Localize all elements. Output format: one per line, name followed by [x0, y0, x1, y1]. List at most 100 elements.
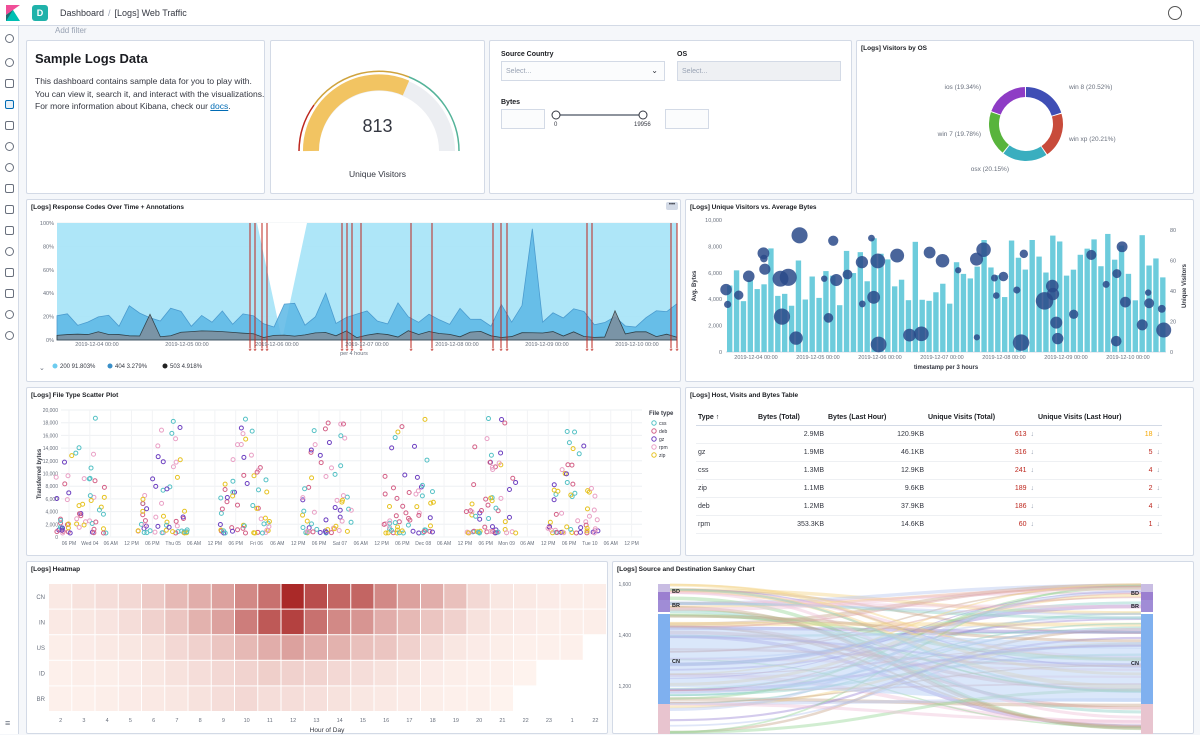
- column-header[interactable]: Type ↑: [696, 410, 756, 426]
- breadcrumb-dashboard[interactable]: Dashboard: [60, 7, 105, 18]
- heat-cell: [211, 686, 234, 711]
- scatter-point: [88, 465, 94, 471]
- bar: [1139, 235, 1145, 352]
- scatter-point: [177, 457, 183, 463]
- panel-title: [Logs] Response Codes Over Time + Annota…: [31, 204, 184, 211]
- filter-bar[interactable]: Add filter: [19, 26, 1200, 38]
- heat-cell: [583, 584, 606, 609]
- panel-options-icon[interactable]: •••: [666, 202, 678, 210]
- scatter-point: [159, 500, 165, 506]
- annotation-marker: *: [350, 347, 353, 356]
- recent-icon[interactable]: [5, 34, 14, 43]
- x-tick-label: 15: [360, 718, 366, 724]
- heat-cell: [118, 609, 141, 635]
- sankey-link: [669, 602, 1142, 616]
- heat-cell: [258, 660, 281, 686]
- scatter-point: [100, 526, 106, 532]
- scatter-point: [476, 530, 482, 536]
- apm-icon[interactable]: [5, 226, 14, 235]
- monitoring-icon[interactable]: [5, 310, 14, 319]
- bytes-range-slider[interactable]: [550, 104, 660, 134]
- scatter-point: [323, 517, 329, 523]
- y-tick-label: 12,000: [43, 459, 59, 465]
- bytes-min-input[interactable]: [501, 109, 545, 129]
- management-icon[interactable]: [5, 331, 14, 340]
- visitors-by-os-panel: [Logs] Visitors by OS win 8 (20.52%) win …: [856, 40, 1194, 194]
- os-select[interactable]: Select...: [677, 61, 841, 81]
- scatter-point: [238, 425, 244, 431]
- scatter-point: [577, 529, 583, 535]
- x-tick-label: 2019-12-09 00:00: [1044, 355, 1087, 361]
- heat-cell: [49, 584, 72, 609]
- heat-cell: [444, 584, 467, 609]
- scatter-point: [81, 476, 87, 482]
- legend-marker: [651, 420, 657, 426]
- scatter-point: [414, 474, 420, 480]
- source-country-select[interactable]: Select... ⌄: [501, 61, 665, 81]
- scatter-point: [570, 446, 576, 452]
- scatter-point: [382, 491, 388, 497]
- siem-icon[interactable]: [5, 268, 14, 277]
- docs-link[interactable]: docs: [210, 101, 229, 111]
- heat-cell: [118, 584, 141, 609]
- add-filter-link[interactable]: Add filter: [55, 26, 87, 35]
- x-tick-label: 06 PM: [562, 541, 576, 547]
- uptime-icon[interactable]: [5, 247, 14, 256]
- bar: [864, 281, 870, 352]
- heat-cell: [490, 635, 513, 660]
- scatter-point: [559, 467, 565, 473]
- devtools-icon[interactable]: [5, 289, 14, 298]
- heat-cell: [467, 584, 490, 609]
- discover-icon[interactable]: [5, 58, 14, 67]
- collapse-nav-icon[interactable]: ≡: [5, 718, 11, 728]
- space-avatar[interactable]: D: [32, 4, 48, 21]
- column-header[interactable]: Unique Visits (Last Hour): [1036, 410, 1162, 426]
- heat-cell: [118, 660, 141, 686]
- heat-cell: [304, 584, 327, 609]
- x-tick-label: 22: [592, 718, 598, 724]
- scatter-point: [469, 501, 475, 507]
- scatter-point: [586, 513, 592, 519]
- bar: [802, 299, 808, 352]
- x-tick-label: Dec 08: [415, 541, 431, 547]
- scatter-point: [421, 529, 427, 535]
- scatter-point: [584, 506, 590, 512]
- bytes-max-input[interactable]: [665, 109, 709, 129]
- maps-icon[interactable]: [5, 142, 14, 151]
- scatter-point: [490, 466, 496, 472]
- column-header[interactable]: Unique Visits (Total): [926, 410, 1036, 426]
- scatter-point: [317, 452, 323, 458]
- pie-slice: [991, 87, 1026, 115]
- x-tick-label: 4: [106, 718, 109, 724]
- y-axis-label-right: Unique Visitors: [1182, 263, 1188, 308]
- column-header[interactable]: Bytes (Total): [756, 410, 826, 426]
- help-icon[interactable]: [1168, 6, 1182, 20]
- scatter-point: [224, 499, 230, 505]
- column-header[interactable]: Bytes (Last Hour): [826, 410, 926, 426]
- bubble: [1110, 335, 1122, 347]
- infra-icon[interactable]: [5, 184, 14, 193]
- logs-icon[interactable]: [5, 205, 14, 214]
- x-tick-label: 2019-12-07 00:00: [345, 342, 388, 348]
- scatter-point: [496, 460, 502, 466]
- bubble: [868, 234, 875, 242]
- scatter-point: [406, 515, 412, 521]
- scatter-point: [388, 527, 394, 533]
- ml-icon[interactable]: [5, 163, 14, 172]
- scatter-point: [402, 472, 408, 478]
- bar: [1022, 269, 1028, 352]
- heat-cell: [118, 635, 141, 660]
- scatter-point: [229, 528, 235, 534]
- y-tick-label: 100%: [40, 221, 54, 227]
- annotation-marker: *: [675, 347, 678, 356]
- visualize-icon[interactable]: [5, 79, 14, 88]
- scatter-point: [415, 488, 421, 494]
- bubble: [990, 274, 998, 282]
- table-cell: css: [696, 461, 756, 480]
- table-cell: rpm: [696, 515, 756, 534]
- heat-cell: [421, 609, 444, 635]
- dashboard-icon[interactable]: [5, 100, 14, 109]
- canvas-icon[interactable]: [5, 121, 14, 130]
- scatter-point: [419, 482, 425, 488]
- kibana-logo-icon[interactable]: [0, 0, 26, 26]
